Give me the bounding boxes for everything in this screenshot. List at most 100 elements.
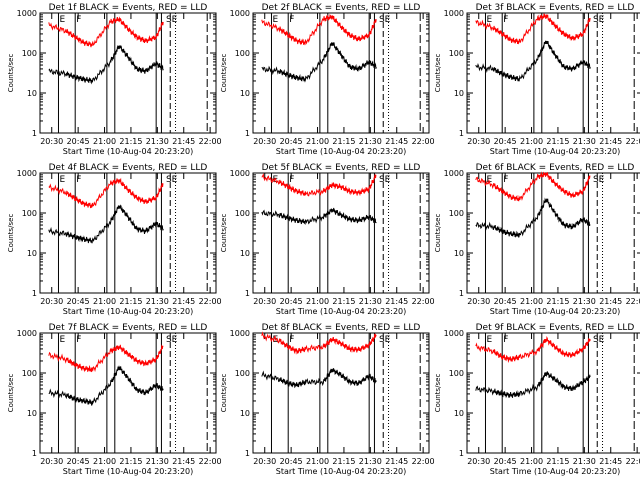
x-axis-label: Start Time (10-Aug-04 20:23:20)	[490, 147, 621, 156]
marker-label: SE	[166, 175, 178, 185]
y-tick-label: 1	[245, 129, 250, 138]
y-tick-label: 1000	[17, 9, 37, 18]
x-tick-label: 21:15	[119, 457, 142, 466]
marker-label: F	[289, 15, 294, 25]
panel-5: Det 5f BLACK = Events, RED = LLD 1 10 100 10…	[220, 163, 435, 316]
x-tick-label: 21:30	[146, 457, 169, 466]
x-tick-label: 22:00	[626, 297, 640, 306]
y-tick-label: 100	[235, 49, 250, 58]
series-line-lld	[475, 13, 591, 45]
x-axis-label: Start Time (10-Aug-04 20:23:20)	[490, 467, 621, 476]
marker-label: E	[486, 15, 492, 25]
y-tick-label: 1000	[230, 169, 250, 178]
x-tick-label: 21:45	[385, 457, 408, 466]
y-tick-label: 1	[32, 449, 37, 458]
series-line-events	[48, 204, 164, 244]
plot-frame	[466, 12, 640, 134]
x-tick-label: 21:30	[146, 297, 169, 306]
panel-title: Det 6f BLACK = Events, RED = LLD	[476, 163, 635, 173]
x-tick-label: 20:30	[467, 457, 490, 466]
y-tick-label: 1	[459, 289, 464, 298]
y-axis-label: Counts/sec	[220, 214, 228, 253]
panel-title: Det 1f BLACK = Events, RED = LLD	[49, 3, 208, 13]
x-tick-label: 21:00	[520, 297, 543, 306]
x-tick-label: 21:45	[599, 457, 622, 466]
plot-frame	[466, 172, 640, 294]
x-tick-label: 20:45	[67, 457, 90, 466]
series-line-lld	[261, 14, 377, 46]
x-axis-label: Start Time (10-Aug-04 20:23:20)	[63, 147, 194, 156]
x-tick-label: 21:15	[332, 297, 355, 306]
series-line-lld	[48, 344, 164, 373]
y-tick-label: 1000	[17, 329, 37, 338]
marker-label: F	[503, 335, 508, 345]
panel-1: Det 1f BLACK = Events, RED = LLD 1 10 100 10…	[7, 3, 222, 156]
x-tick-label: 21:00	[306, 457, 329, 466]
x-tick-label: 20:45	[280, 457, 303, 466]
x-tick-label: 21:45	[599, 297, 622, 306]
panel-2: Det 2f BLACK = Events, RED = LLD 1 10 100 10…	[220, 3, 435, 156]
marker-label: SE	[166, 15, 178, 25]
x-tick-label: 21:45	[172, 137, 195, 146]
panel-title: Det 3f BLACK = Events, RED = LLD	[476, 3, 635, 13]
x-tick-label: 20:30	[253, 457, 276, 466]
x-tick-label: 21:45	[385, 297, 408, 306]
series-line-lld	[261, 173, 377, 197]
y-tick-label: 1	[245, 289, 250, 298]
y-tick-label: 1000	[230, 329, 250, 338]
x-tick-label: 22:00	[412, 457, 435, 466]
x-tick-label: 21:00	[93, 297, 116, 306]
series-line-lld	[261, 331, 377, 355]
y-axis-label: Counts/sec	[220, 374, 228, 413]
series-line-lld	[48, 16, 164, 48]
x-tick-label: 20:45	[67, 137, 90, 146]
y-tick-label: 10	[240, 409, 250, 418]
x-tick-label: 20:30	[253, 297, 276, 306]
x-axis-label: Start Time (10-Aug-04 20:23:20)	[63, 467, 194, 476]
marker-label: F	[503, 15, 508, 25]
marker-label: E	[272, 15, 278, 25]
x-tick-label: 20:30	[467, 137, 490, 146]
panel-title: Det 9f BLACK = Events, RED = LLD	[476, 323, 635, 333]
x-axis-label: Start Time (10-Aug-04 20:23:20)	[490, 307, 621, 316]
marker-label: E	[59, 175, 65, 185]
y-tick-label: 1	[32, 289, 37, 298]
y-tick-label: 1	[459, 129, 464, 138]
y-tick-label: 1	[245, 449, 250, 458]
y-tick-label: 1	[459, 449, 464, 458]
panel-9: Det 9f BLACK = Events, RED = LLD 1 10 100 10…	[434, 323, 640, 476]
marker-label: SE	[593, 175, 605, 185]
x-tick-label: 20:30	[40, 457, 63, 466]
x-tick-label: 22:00	[412, 137, 435, 146]
panel-3: Det 3f BLACK = Events, RED = LLD 1 10 100 10…	[434, 3, 640, 156]
marker-label: E	[59, 15, 65, 25]
marker-label: SE	[593, 15, 605, 25]
marker-label: SE	[593, 335, 605, 345]
x-tick-label: 20:30	[253, 137, 276, 146]
x-tick-label: 21:00	[93, 137, 116, 146]
x-tick-label: 21:15	[332, 457, 355, 466]
series-line-events	[261, 207, 377, 225]
x-tick-label: 21:15	[546, 137, 569, 146]
y-tick-label: 10	[27, 249, 37, 258]
y-axis-label: Counts/sec	[7, 374, 15, 413]
y-tick-label: 1000	[17, 169, 37, 178]
marker-label: F	[289, 335, 294, 345]
marker-label: F	[289, 175, 294, 185]
x-tick-label: 21:00	[306, 297, 329, 306]
x-axis-label: Start Time (10-Aug-04 20:23:20)	[63, 307, 194, 316]
marker-label: F	[503, 175, 508, 185]
plot-frame	[39, 12, 217, 134]
y-tick-label: 10	[27, 89, 37, 98]
x-tick-label: 21:30	[359, 297, 382, 306]
series-line-lld	[475, 335, 591, 364]
x-tick-label: 20:30	[467, 297, 490, 306]
panel-7: Det 7f BLACK = Events, RED = LLD 1 10 100 10…	[7, 323, 222, 476]
y-tick-label: 10	[454, 409, 464, 418]
marker-label: F	[76, 15, 81, 25]
series-line-lld	[475, 171, 591, 202]
x-tick-label: 21:30	[359, 137, 382, 146]
x-tick-label: 20:45	[280, 137, 303, 146]
panel-title: Det 4f BLACK = Events, RED = LLD	[49, 163, 208, 173]
plot-frame	[466, 332, 640, 454]
